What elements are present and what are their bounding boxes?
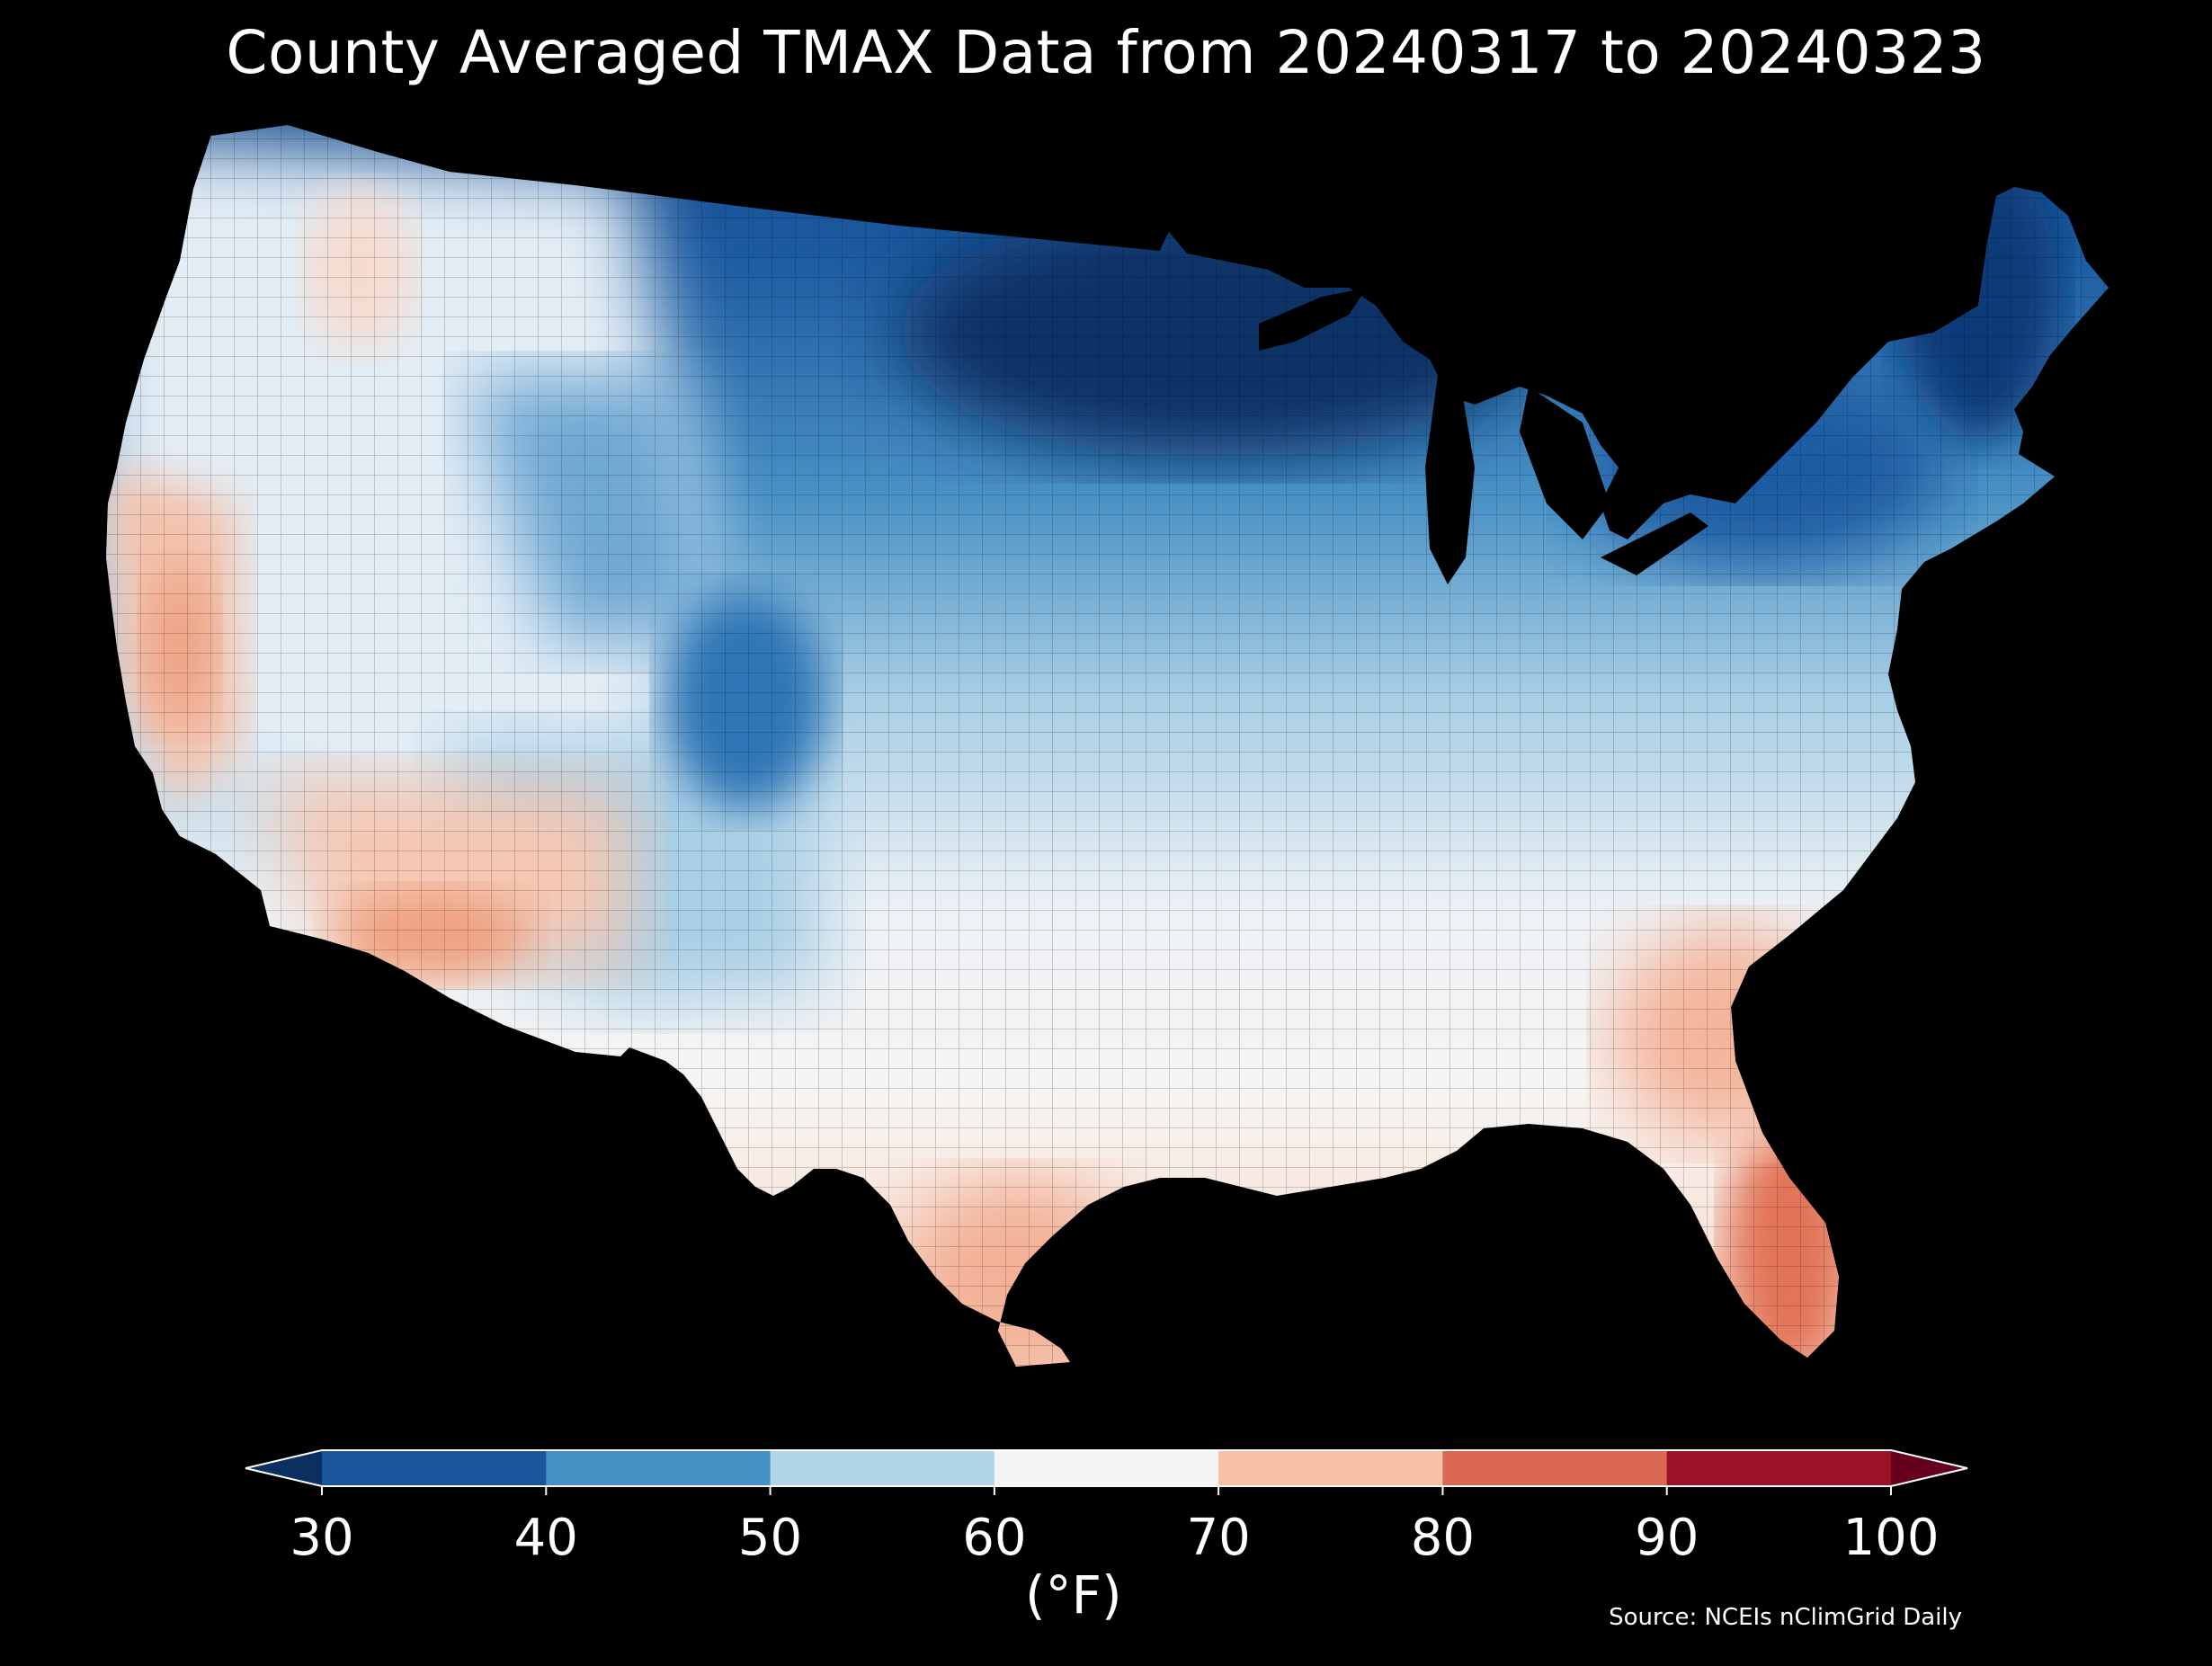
- colorbar-tick-label: 60: [962, 1509, 1027, 1567]
- colorbar-segment: [1218, 1450, 1443, 1486]
- colorbar-tick-label: 80: [1410, 1509, 1476, 1567]
- colorbar-tick-label: 90: [1635, 1509, 1699, 1567]
- colorbar-tick-label: 30: [290, 1509, 354, 1567]
- colorbar-segment: [770, 1450, 995, 1486]
- colorbar-tick-label: 50: [737, 1509, 803, 1567]
- source-note: Source: NCEIs nClimGrid Daily: [1609, 1604, 1962, 1631]
- lake-superior: [1259, 288, 1367, 351]
- colorbar-unit-label: (°F): [1025, 1564, 1122, 1626]
- colorbar-under-extension: [245, 1450, 322, 1486]
- colorbar-segment: [994, 1450, 1219, 1486]
- lake-huron: [1520, 387, 1610, 539]
- lake-erie: [1601, 512, 1708, 575]
- map-title: County Averaged TMAX Data from 20240317 …: [226, 18, 1986, 87]
- colorbar-tick-label: 40: [513, 1509, 578, 1567]
- colorbar-segment: [1666, 1450, 1892, 1486]
- colorbar-tick-label: 100: [1842, 1509, 1940, 1567]
- lake-michigan: [1425, 369, 1475, 584]
- us-outline: [210, 122, 1161, 251]
- colorbar-tick-label: 70: [1186, 1509, 1251, 1567]
- colorbar-segment: [1442, 1450, 1668, 1486]
- colorbar-over-extension: [1891, 1450, 1967, 1486]
- colorbar-segment: [322, 1450, 547, 1486]
- colorbar-segment: [546, 1450, 772, 1486]
